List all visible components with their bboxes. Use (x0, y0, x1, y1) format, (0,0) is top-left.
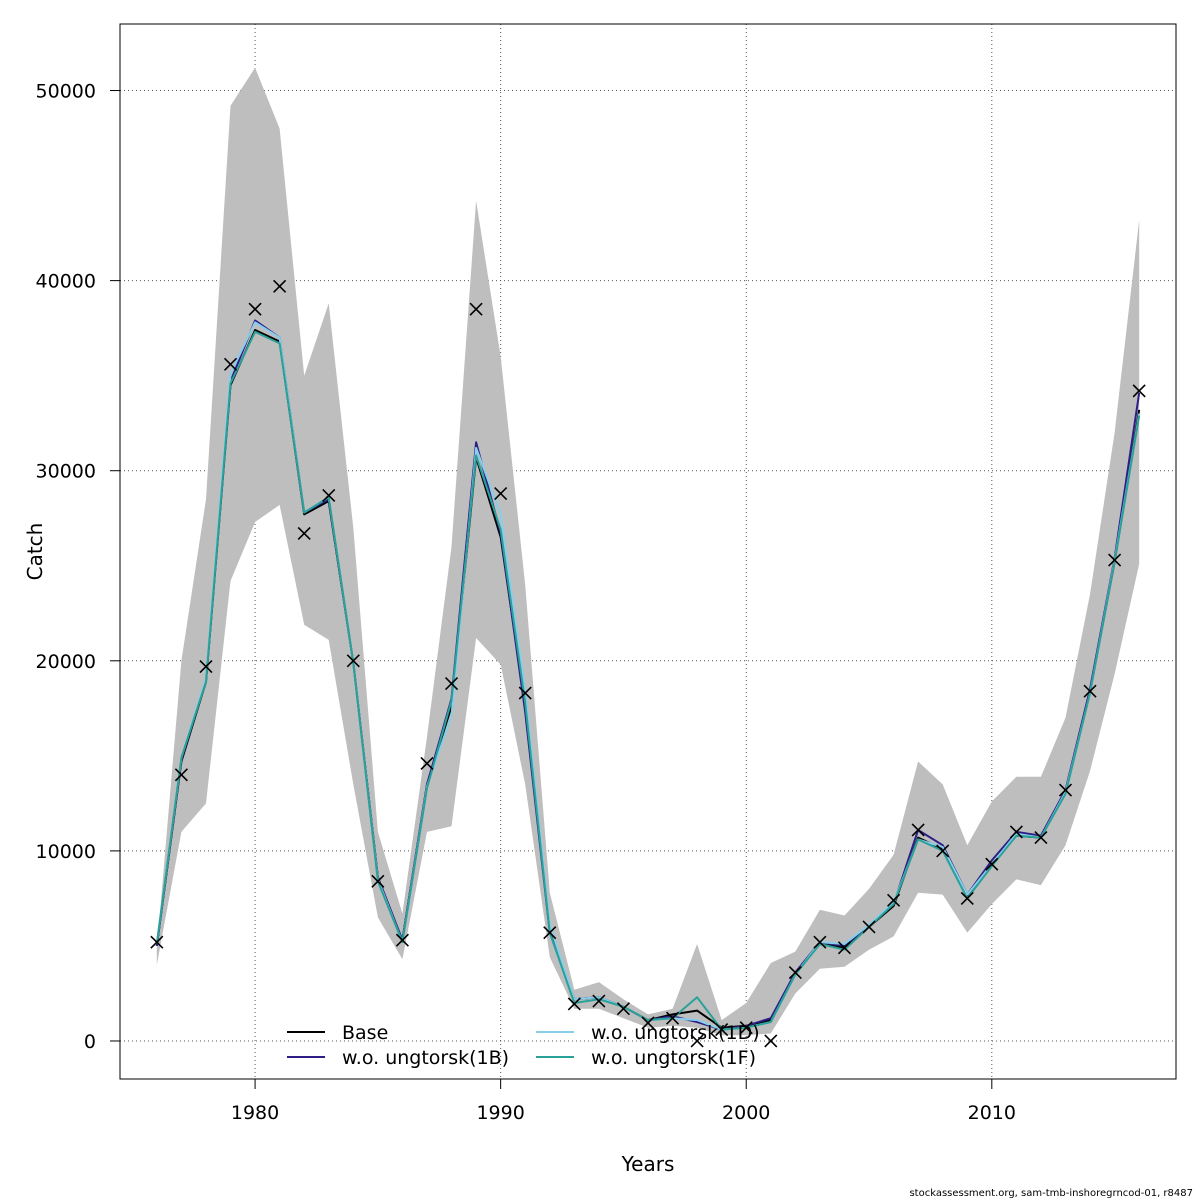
observed-point (862, 920, 876, 934)
observed-point (739, 1021, 753, 1035)
observed-point (1132, 384, 1146, 398)
legend: Base w.o. ungtorsk(1B) w.o. ungtorsk(1D) w.… (287, 1022, 760, 1069)
observed-point (960, 891, 974, 905)
series-lines (155, 319, 1141, 1031)
observed-points (150, 279, 1146, 1048)
observed-point (1034, 831, 1048, 845)
observed-point (518, 686, 532, 700)
legend-label-1: w.o. ungtorsk(1B) (342, 1047, 509, 1069)
observed-point (469, 302, 483, 316)
observed-point (444, 677, 459, 691)
observed-point (1108, 553, 1122, 567)
legend-label-0: Base (342, 1022, 388, 1044)
observed-point (1083, 684, 1097, 698)
observed-point (641, 1016, 655, 1030)
observed-point (813, 935, 827, 949)
legend-label-2: w.o. ungtorsk(1D) (591, 1022, 760, 1044)
observed-point (174, 768, 188, 782)
y-tick-label: 40000 (36, 271, 96, 293)
observed-point (690, 1034, 704, 1048)
y-tick-label: 0 (84, 1031, 96, 1053)
observed-point (616, 1002, 631, 1016)
observed-point (273, 279, 287, 293)
series-line-3 (155, 330, 1141, 1031)
y-tick-label: 20000 (36, 651, 96, 673)
observed-point (395, 933, 409, 947)
observed-point (936, 844, 950, 858)
observed-point (788, 965, 802, 980)
observed-point (911, 823, 925, 837)
observed-point (371, 874, 385, 888)
observed-point (887, 893, 901, 907)
x-tick-label: 2000 (722, 1102, 770, 1124)
observed-point (297, 526, 311, 541)
observed-point (199, 659, 213, 674)
observed-point (420, 756, 434, 771)
legend-label-3: w.o. ungtorsk(1F) (591, 1047, 756, 1069)
observed-point (223, 357, 238, 371)
observed-point (543, 926, 557, 940)
observed-point (837, 941, 852, 955)
observed-point (248, 302, 262, 316)
observed-point (764, 1034, 778, 1048)
confidence-band (156, 67, 1140, 1036)
observed-point (985, 857, 999, 871)
y-tick-label: 50000 (36, 81, 96, 103)
y-tick-label: 30000 (36, 461, 96, 483)
x-tick-label: 1980 (231, 1102, 279, 1124)
observed-point (1058, 783, 1073, 797)
observed-point (665, 1011, 680, 1025)
x-axis: 1980 1990 2000 2010 (231, 1078, 1016, 1124)
observed-point (715, 1023, 729, 1037)
observed-point (322, 488, 336, 502)
x-tick-label: 1990 (476, 1102, 524, 1124)
observed-point (494, 486, 508, 501)
y-tick-label: 10000 (36, 841, 96, 863)
x-tick-label: 2010 (968, 1102, 1016, 1124)
observed-point (592, 994, 606, 1008)
y-axis: 0 10000 20000 30000 40000 50000 (36, 81, 121, 1053)
observed-point (346, 654, 360, 668)
y-axis-title: Catch (23, 523, 47, 581)
x-axis-title: Years (621, 1152, 675, 1176)
observed-point (567, 997, 581, 1011)
footer-credit: stockassessment.org, sam-tmb-inshoregrnc… (909, 1188, 1193, 1199)
observed-point (150, 935, 164, 949)
observed-point (1009, 825, 1023, 839)
